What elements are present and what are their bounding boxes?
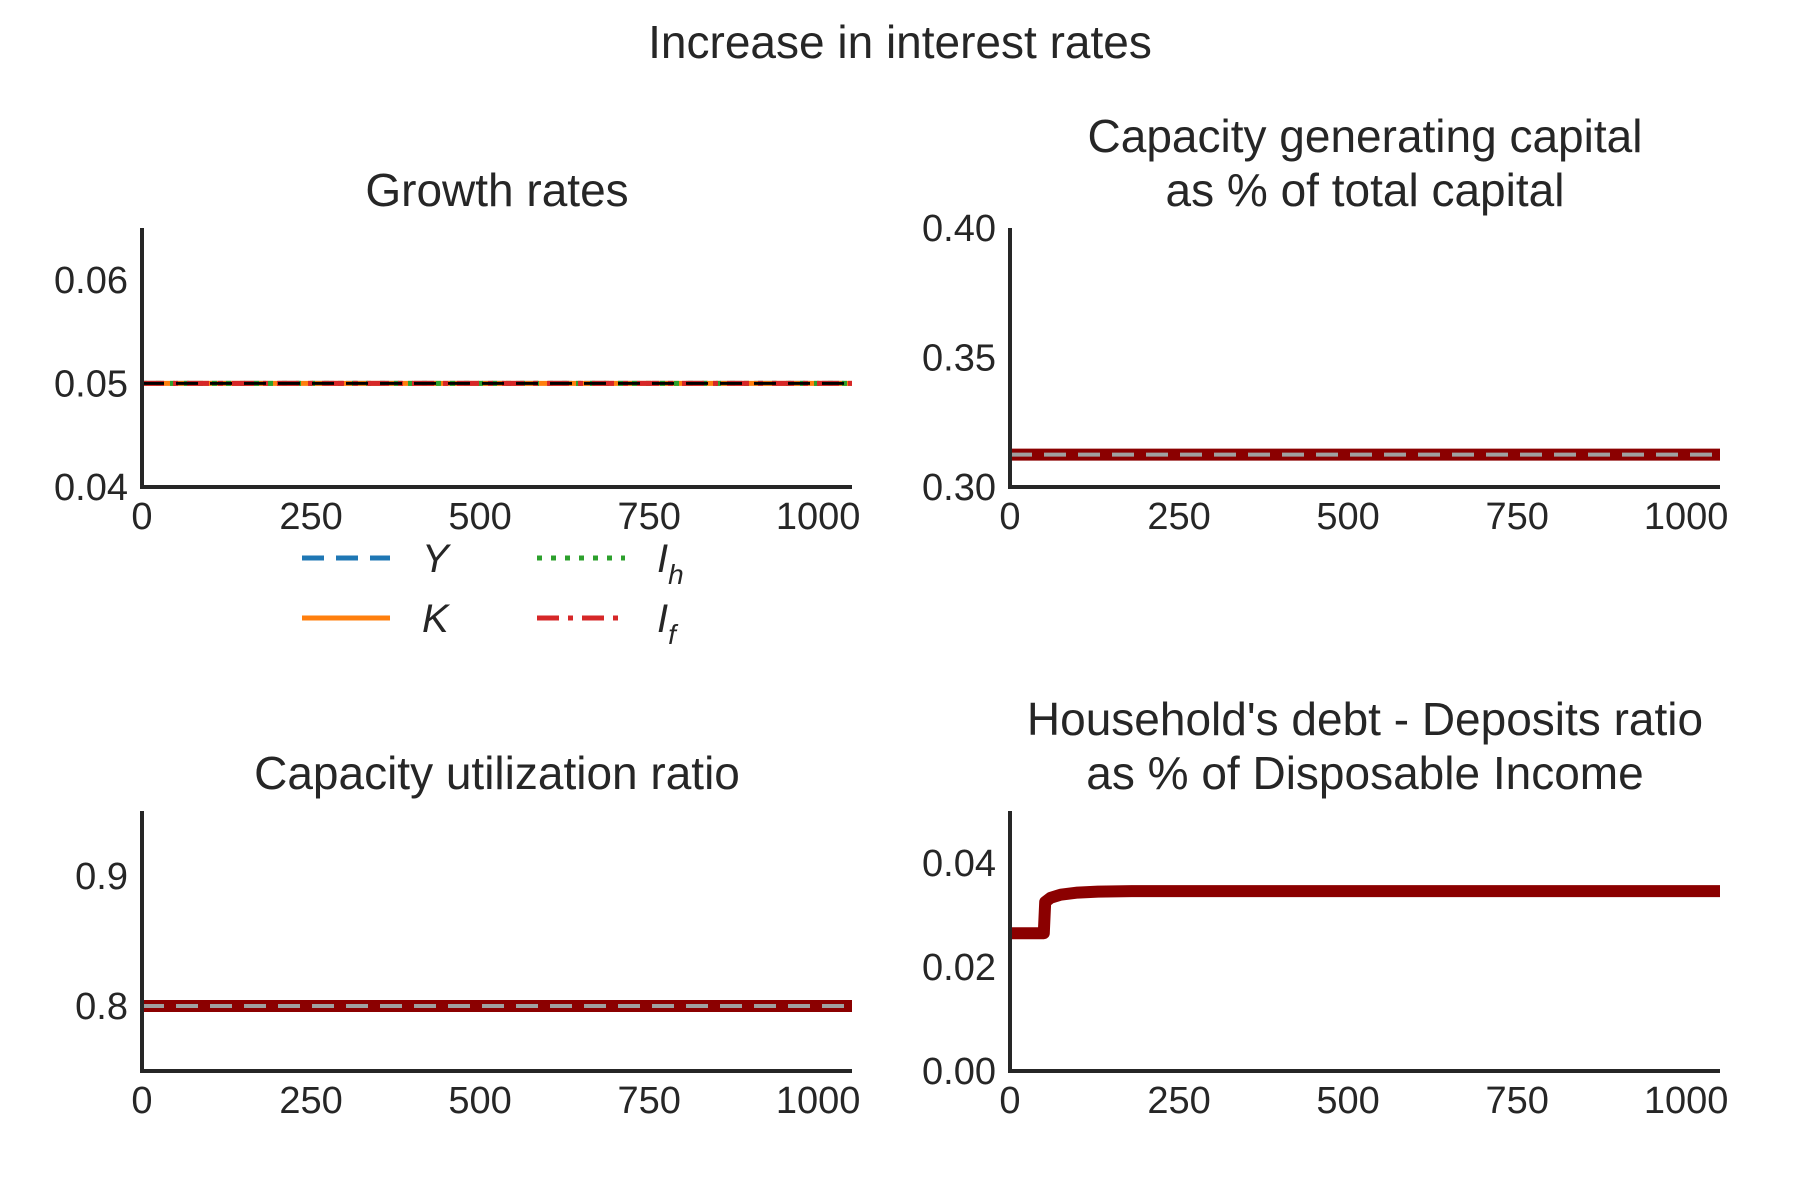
- x-tick-label: 0: [999, 1080, 1020, 1122]
- y-tick-label: 0.02: [922, 947, 996, 989]
- legend-item: K: [302, 597, 451, 641]
- legend-item: Y: [302, 537, 452, 581]
- figure-title: Increase in interest rates: [648, 16, 1152, 68]
- x-tick-label: 0: [131, 496, 152, 538]
- x-tick-label: 500: [1316, 1080, 1379, 1122]
- legend-subscript: f: [668, 619, 679, 650]
- x-tick-label: 250: [1147, 496, 1210, 538]
- x-tick-label: 1000: [1644, 1080, 1729, 1122]
- legend-item: Ih: [537, 537, 684, 590]
- y-tick-label: 0.8: [75, 986, 128, 1028]
- x-tick-label: 500: [448, 1080, 511, 1122]
- plot-area: [1010, 885, 1720, 940]
- y-tick-label: 0.05: [54, 363, 128, 405]
- x-tick-label: 750: [617, 1080, 680, 1122]
- x-tick-label: 0: [999, 496, 1020, 538]
- panel-title-line: as % of Disposable Income: [1086, 747, 1643, 799]
- y-tick-label: 0.06: [54, 260, 128, 302]
- y-tick-label: 0.04: [54, 467, 128, 509]
- legend: YK Ih If: [302, 537, 684, 650]
- x-tick-label: 500: [1316, 496, 1379, 538]
- panel-title-line: Growth rates: [365, 164, 628, 216]
- y-tick-label: 0.40: [922, 208, 996, 250]
- x-tick-label: 1000: [776, 496, 861, 538]
- legend-label: Y: [422, 537, 452, 581]
- panel-growth: Growth rates 0 250 500 750 1000 0.04 0.05 0.06 YK…: [54, 164, 860, 650]
- panels: Growth rates 0 250 500 750 1000 0.04 0.05 0.06 YK…: [54, 110, 1728, 1122]
- x-tick-label: 500: [448, 496, 511, 538]
- panel-title-line: Household's debt - Deposits ratio: [1027, 693, 1703, 745]
- legend-item: If: [537, 597, 679, 650]
- x-tick-label: 1000: [776, 1080, 861, 1122]
- x-tick-label: 250: [279, 1080, 342, 1122]
- y-tick-label: 0.00: [922, 1051, 996, 1093]
- y-tick-label: 0.30: [922, 467, 996, 509]
- y-tick-label: 0.9: [75, 856, 128, 898]
- y-tick-label: 0.04: [922, 843, 996, 885]
- panel-title-line: as % of total capital: [1166, 164, 1565, 216]
- x-tick-label: 750: [617, 496, 680, 538]
- x-tick-label: 0: [131, 1080, 152, 1122]
- x-tick-label: 750: [1485, 1080, 1548, 1122]
- panel-title-line: Capacity utilization ratio: [254, 747, 740, 799]
- x-tick-label: 250: [279, 496, 342, 538]
- y-tick-label: 0.35: [922, 338, 996, 380]
- series-line-1: [1010, 885, 1720, 940]
- x-tick-label: 250: [1147, 1080, 1210, 1122]
- x-tick-label: 750: [1485, 496, 1548, 538]
- panel-title-line: Capacity generating capital: [1088, 110, 1643, 162]
- panel-capacity-utilization: Capacity utilization ratio 0 250 500 750 1000…: [75, 747, 860, 1122]
- x-tick-label: 1000: [1644, 496, 1729, 538]
- legend-label: If: [657, 597, 679, 650]
- legend-label: Ih: [657, 537, 684, 590]
- legend-subscript: h: [668, 559, 684, 590]
- legend-label: K: [422, 597, 451, 641]
